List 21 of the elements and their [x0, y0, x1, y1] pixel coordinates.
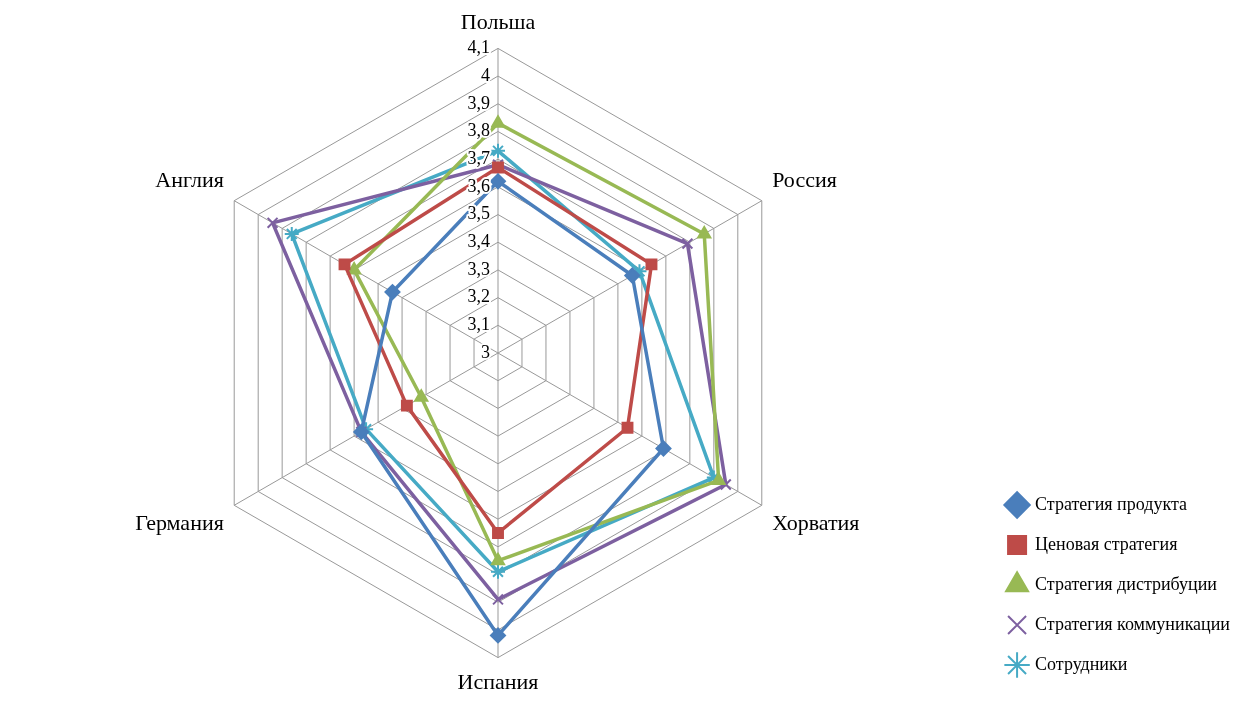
y-tick-label: 3,3	[467, 258, 490, 279]
spoke-label: Польша	[460, 8, 536, 34]
y-tick-label: 3,4	[467, 230, 490, 251]
spoke-label: Германия	[135, 510, 224, 536]
y-tick-label: 4,1	[467, 37, 490, 58]
y-tick-label: 3,8	[467, 120, 490, 141]
spoke-label: Хорватия	[772, 510, 860, 536]
legend-label: Стратегия продукта	[1035, 493, 1187, 514]
y-tick-label: 3,1	[467, 314, 490, 335]
legend-label: Стратегия коммуникации	[1035, 613, 1231, 634]
y-tick-label: 4	[481, 64, 490, 85]
spoke-label: Россия	[772, 167, 837, 193]
y-tick-label: 3,2	[467, 286, 490, 307]
spoke-label: Испания	[457, 668, 539, 694]
spoke-label: Англия	[155, 167, 224, 193]
legend-label: Ценовая стратегия	[1035, 533, 1178, 554]
legend-label: Стратегия дистрибуции	[1035, 573, 1218, 594]
legend-label: Сотрудники	[1035, 653, 1128, 674]
y-tick-label: 3,5	[467, 203, 490, 224]
y-tick-label: 3	[481, 341, 490, 362]
y-tick-label: 3,9	[467, 92, 490, 113]
